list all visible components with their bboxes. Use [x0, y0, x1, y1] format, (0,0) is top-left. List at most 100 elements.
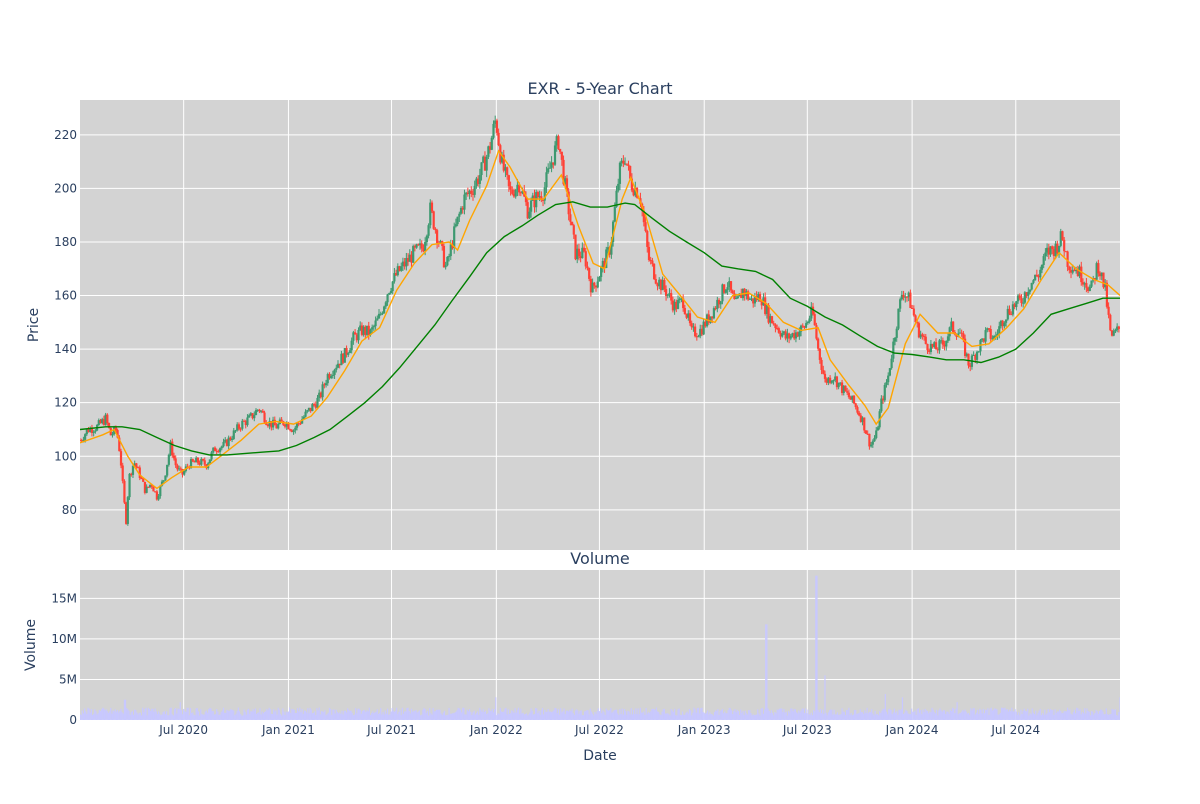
candle-body: [114, 426, 117, 431]
volume-bar: [646, 713, 648, 720]
volume-bar: [744, 710, 746, 720]
volume-bar: [320, 711, 323, 720]
candle-body: [430, 202, 434, 212]
volume-bar: [764, 709, 766, 720]
volume-bar: [516, 709, 519, 720]
candle-body: [348, 350, 352, 354]
volume-bar: [830, 709, 832, 720]
volume-bar: [1074, 713, 1077, 720]
candle-body: [796, 332, 799, 337]
volume-bar: [356, 713, 358, 720]
volume-bar: [263, 711, 266, 720]
volume-bar: [573, 714, 575, 720]
volume-bar: [873, 715, 875, 720]
candle-body: [881, 398, 885, 401]
candle-body: [201, 459, 205, 461]
volume-bar: [266, 709, 268, 720]
candle-body: [827, 377, 830, 383]
volume-bar: [622, 714, 624, 720]
volume-bar: [317, 710, 319, 720]
candle-body: [1047, 247, 1050, 255]
candle-body: [256, 409, 259, 411]
candle-body: [808, 318, 811, 322]
candle-body: [948, 327, 951, 337]
volume-bar: [350, 710, 352, 720]
candle-body: [1052, 249, 1056, 257]
volume-bar: [392, 710, 394, 720]
volume-bar: [702, 711, 704, 720]
volume-bar: [288, 707, 291, 720]
volume-bar: [462, 707, 464, 720]
candle-body: [106, 414, 109, 424]
volume-bar: [743, 714, 745, 720]
volume-bar: [415, 709, 417, 720]
candle-body: [553, 145, 557, 165]
candle-body: [379, 313, 382, 315]
candle-body: [518, 184, 521, 193]
candle-body: [1088, 286, 1091, 291]
volume-bar: [618, 714, 620, 720]
candle-body: [470, 190, 473, 194]
volume-bar: [330, 708, 332, 720]
volume-bar: [373, 713, 375, 720]
candle-body: [866, 433, 869, 435]
volume-bar: [1109, 714, 1111, 720]
volume-bar: [1041, 713, 1044, 720]
candle-body: [418, 243, 422, 246]
volume-bar: [390, 711, 392, 720]
volume-bar: [157, 711, 160, 720]
candle-body: [294, 427, 297, 431]
candle-body: [312, 404, 316, 406]
volume-bar: [1057, 711, 1060, 720]
candle-body: [557, 136, 560, 149]
candle-body: [1068, 266, 1071, 271]
volume-bar: [365, 711, 367, 720]
volume-bar: [831, 709, 833, 720]
candle-body: [1076, 269, 1079, 277]
volume-bar: [459, 709, 462, 720]
candle-body: [601, 260, 604, 268]
volume-bar: [972, 708, 974, 720]
volume-bar: [957, 714, 959, 720]
volume-bar: [284, 715, 286, 720]
volume-bar: [734, 709, 736, 720]
candle-body: [198, 462, 201, 465]
candle-body: [482, 156, 485, 163]
volume-bar: [740, 709, 742, 720]
candle-body: [248, 415, 251, 418]
candle-body: [220, 446, 223, 449]
volume-bar: [685, 712, 687, 720]
candle-body: [682, 298, 685, 309]
volume-bar: [230, 709, 233, 720]
candle-body: [471, 193, 475, 195]
volume-bar: [593, 715, 595, 720]
volume-bar: [753, 715, 755, 720]
candle-body: [102, 419, 106, 425]
volume-bar: [1023, 708, 1025, 720]
candle-body: [794, 332, 798, 339]
volume-bar: [273, 709, 275, 720]
volume-bar: [904, 712, 906, 720]
volume-bar: [940, 710, 942, 720]
volume-bar: [868, 711, 870, 720]
volume-bar: [1051, 710, 1053, 720]
volume-bar: [438, 709, 440, 720]
volume-bar: [1076, 707, 1078, 720]
candle-body: [142, 478, 145, 482]
volume-bar: [498, 714, 500, 720]
candle-body: [290, 430, 293, 432]
candle-body: [406, 257, 410, 262]
candle-body: [413, 246, 416, 248]
candle-body: [1011, 304, 1015, 315]
candle-body: [618, 162, 622, 184]
volume-bar: [404, 711, 406, 720]
candle-body: [907, 292, 910, 298]
volume-bar: [188, 715, 190, 720]
candle-body: [401, 261, 405, 267]
candle-body: [104, 414, 107, 425]
volume-bar: [1036, 715, 1038, 720]
candle-body: [692, 326, 695, 328]
candle-body: [1073, 269, 1076, 272]
candle-body: [307, 407, 311, 411]
candle-body: [350, 340, 353, 351]
